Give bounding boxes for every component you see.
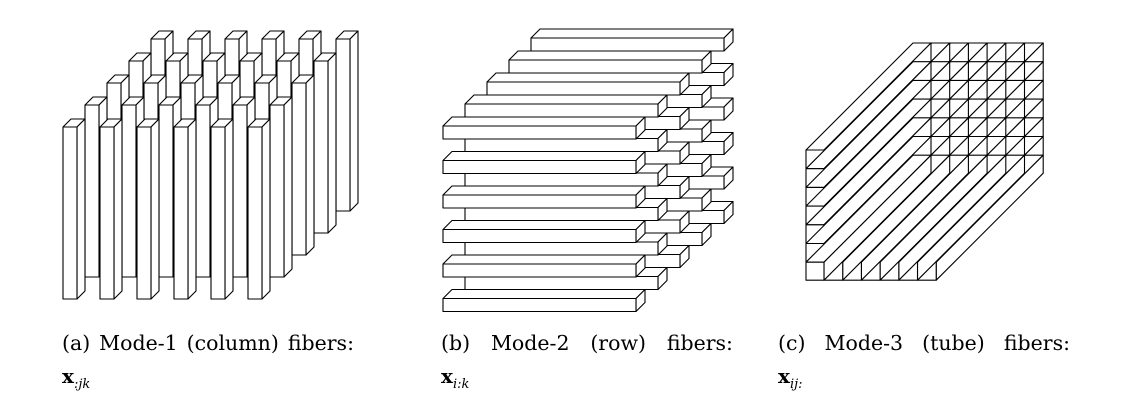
caption-a-word: (a) xyxy=(62,331,91,355)
column-fiber xyxy=(62,118,86,300)
row-fiber xyxy=(464,94,668,118)
row-fiber xyxy=(442,185,646,209)
caption-b-word: fibers: xyxy=(666,331,733,355)
row-fiber xyxy=(442,219,646,244)
caption-c-math: xij: xyxy=(778,366,803,391)
caption-a-math: x:jk xyxy=(62,366,90,391)
caption-a-word: (column) xyxy=(186,331,279,355)
caption-c-word: (c) xyxy=(778,331,806,355)
caption-c-word: Mode-3 xyxy=(824,331,904,355)
row-fiber xyxy=(442,254,646,278)
row-fiber xyxy=(486,72,690,96)
column-fiber xyxy=(99,118,123,300)
caption-b-word: Mode-2 xyxy=(490,331,570,355)
caption-a-word: Mode-1 xyxy=(99,331,178,355)
fiber-vector-symbol: x xyxy=(441,364,453,388)
caption-c-text: (c) Mode-3 (tube) fibers: xyxy=(778,333,1070,354)
row-fiber xyxy=(508,50,712,74)
caption-b-text: (b) Mode-2 (row) fibers: xyxy=(441,333,733,354)
column-fiber xyxy=(210,118,234,300)
caption-b-word: (b) xyxy=(441,331,471,355)
row-fiber xyxy=(442,116,646,140)
mode-3-tube-fibers-drawing xyxy=(805,42,1044,281)
caption-c-word: (tube) xyxy=(922,331,985,355)
column-fiber xyxy=(335,30,359,212)
column-fiber xyxy=(136,118,160,300)
caption-b-math: xi:k xyxy=(441,366,469,391)
fiber-vector-symbol: x xyxy=(778,364,790,388)
caption-c-word: fibers: xyxy=(1003,331,1070,355)
column-fiber xyxy=(173,118,197,300)
caption-a-word: fibers: xyxy=(287,331,354,355)
caption-b-word: (row) xyxy=(590,331,646,355)
column-fiber xyxy=(313,52,337,234)
mode-1-column-fibers-drawing xyxy=(62,30,359,300)
column-fiber xyxy=(291,74,315,256)
row-fiber xyxy=(530,28,734,52)
fiber-index-subscript: i:k xyxy=(452,377,470,392)
mode-2-row-fibers-drawing xyxy=(442,28,734,313)
fiber-vector-symbol: x xyxy=(62,364,74,388)
tube-fiber xyxy=(805,154,932,281)
column-fiber xyxy=(269,96,293,278)
fiber-index-subscript: ij: xyxy=(789,377,803,392)
row-fiber xyxy=(442,150,646,175)
fiber-index-subscript: :jk xyxy=(73,377,91,392)
column-fiber xyxy=(247,118,271,300)
row-fiber xyxy=(442,288,646,313)
caption-a-text: (a) Mode-1 (column) fibers: xyxy=(62,333,354,354)
